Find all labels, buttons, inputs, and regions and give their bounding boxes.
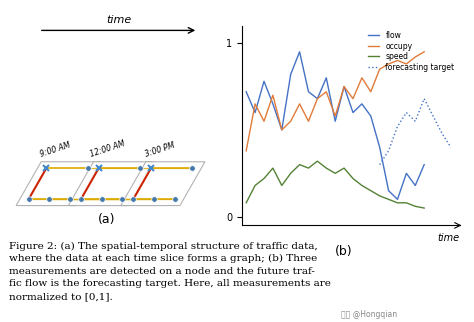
Legend: flow, occupy, speed, forecasting target: flow, occupy, speed, forecasting target <box>366 30 456 73</box>
Text: 12:00 AM: 12:00 AM <box>89 139 127 158</box>
Text: time: time <box>106 15 131 25</box>
Text: Figure 2: (a) The spatial-temporal structure of traffic data,
where the data at : Figure 2: (a) The spatial-temporal struc… <box>9 242 331 301</box>
Text: (a): (a) <box>99 213 116 226</box>
Text: 知乎 @Hongqian: 知乎 @Hongqian <box>341 310 397 319</box>
Polygon shape <box>121 162 205 205</box>
Text: time: time <box>438 233 460 243</box>
Text: 9:00 AM: 9:00 AM <box>39 140 72 158</box>
Text: 3:00 PM: 3:00 PM <box>144 140 176 158</box>
Polygon shape <box>16 162 100 205</box>
Polygon shape <box>68 162 153 205</box>
Text: (b): (b) <box>335 245 353 258</box>
